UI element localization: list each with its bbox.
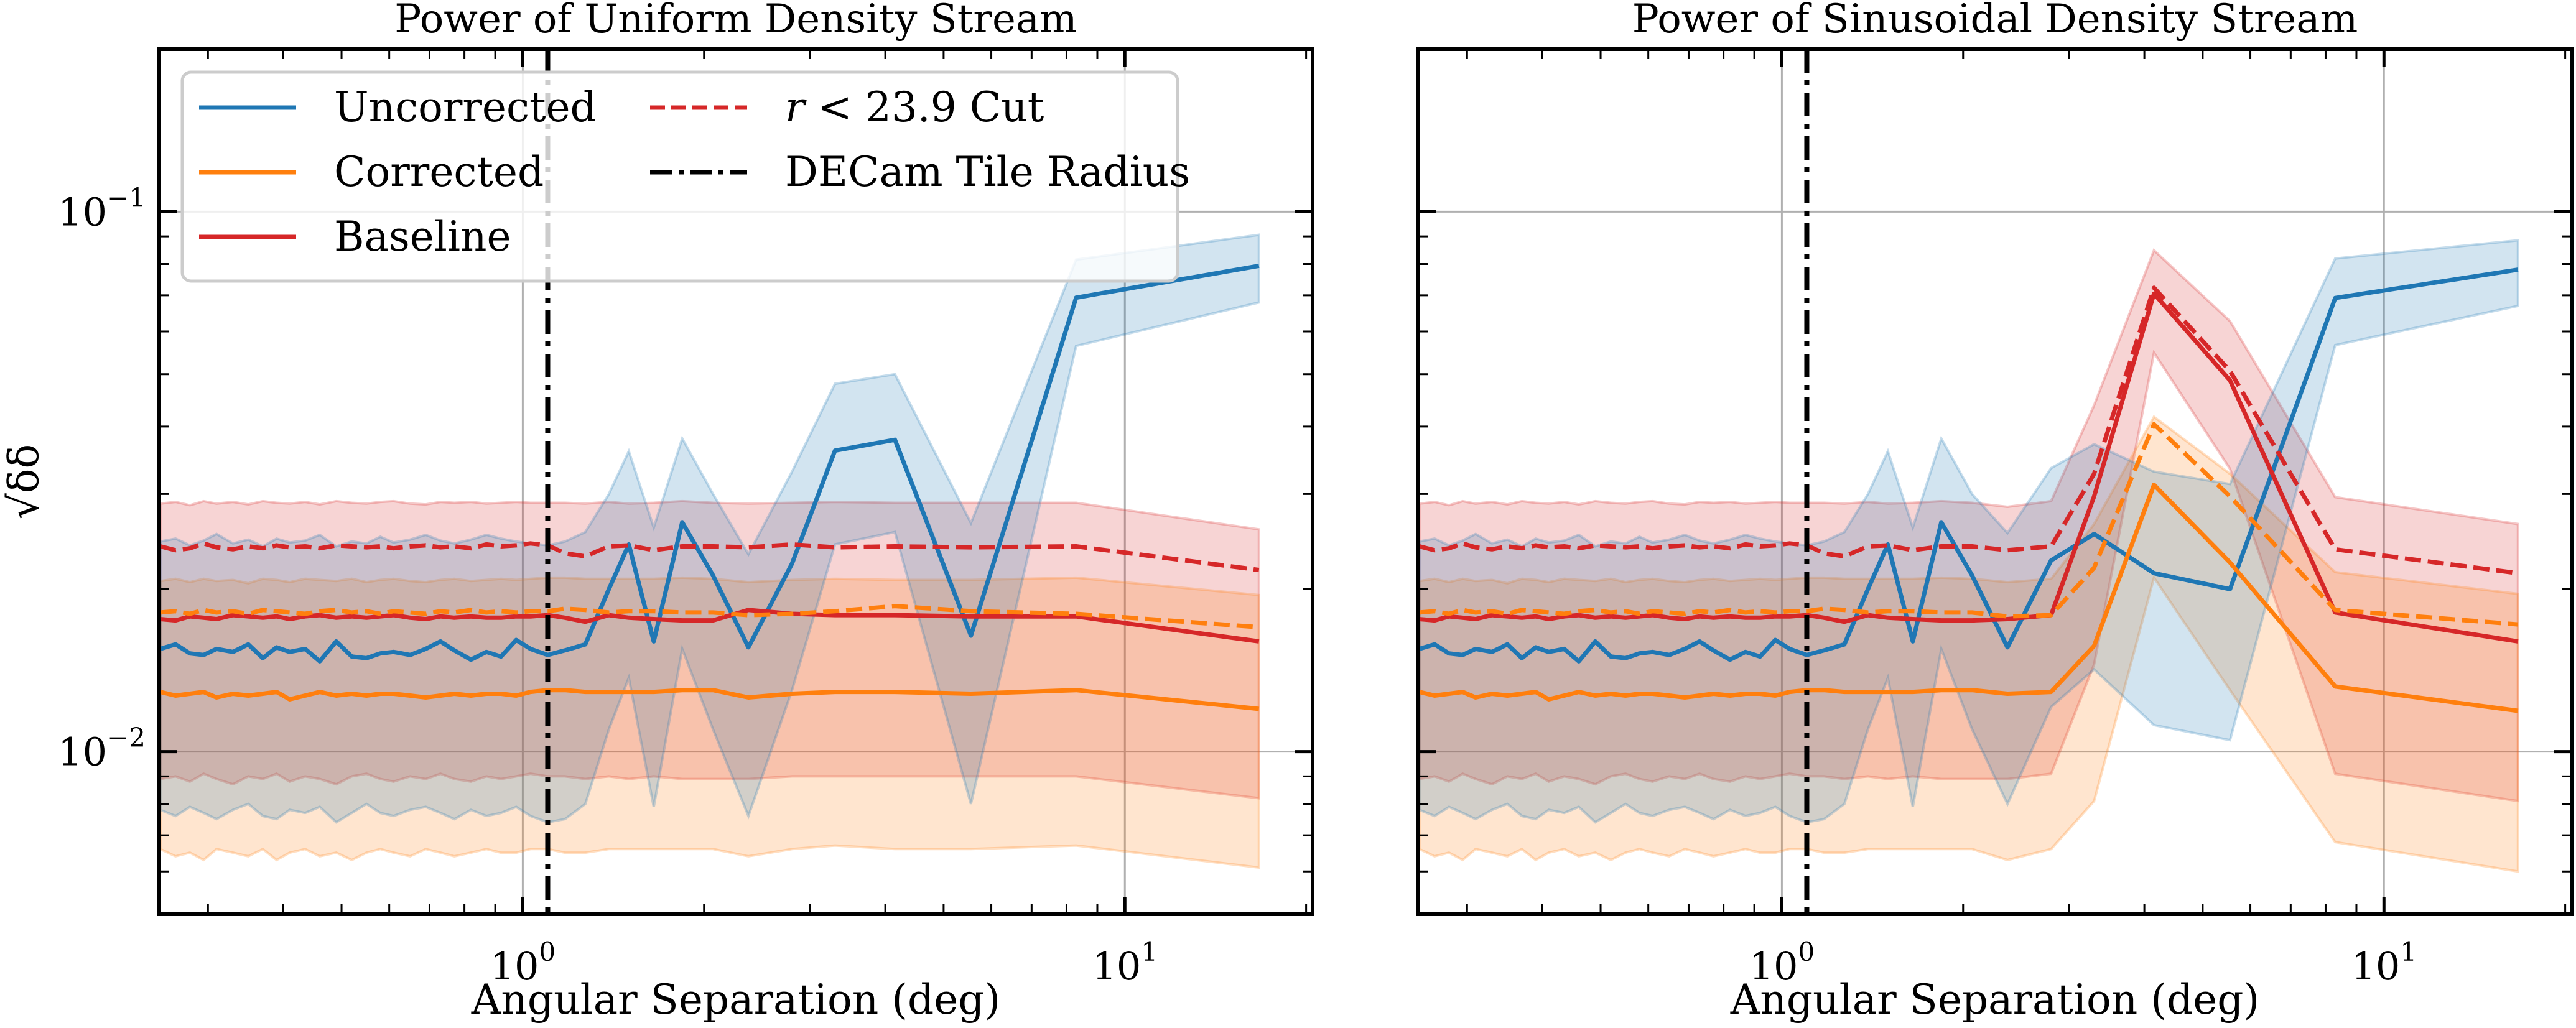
series-corrected xyxy=(1418,483,2519,713)
y-tick-label-base: 10 xyxy=(58,729,107,775)
x-tick-label-exponent: 0 xyxy=(539,937,556,967)
x-tick-label-exponent: 0 xyxy=(1798,937,1815,967)
x-tick-label-exponent: 1 xyxy=(1141,937,1158,967)
x-tick-label: 100 xyxy=(1749,937,1815,989)
series-r-23-9-cut-corrected- xyxy=(1419,422,2519,627)
band-uncorrected xyxy=(159,233,1260,824)
axes-frame xyxy=(157,47,1314,916)
chart-title: Power of Sinusoidal Density Stream xyxy=(1632,0,2358,42)
series-r-23-9-cut xyxy=(1418,285,2519,576)
series-baseline xyxy=(160,608,1260,644)
x-tick-label-base: 10 xyxy=(1092,943,1141,989)
band-baseline xyxy=(159,499,1260,800)
legend: Uncorrected Corrected Baseline r < 23.9 Cut… xyxy=(180,70,1190,283)
legend-box xyxy=(180,70,1179,283)
x-tick-label-exponent: 1 xyxy=(2400,937,2417,967)
y-tick-label: 10−1 xyxy=(58,182,146,234)
series-baseline xyxy=(1419,291,2519,644)
series-uncorrected xyxy=(159,263,1260,664)
series-r-23-9-cut-corrected- xyxy=(160,604,1260,629)
band-baseline xyxy=(1418,248,2519,803)
plot-area xyxy=(1418,49,2519,914)
x-tick-label-base: 10 xyxy=(490,943,539,989)
plot-area xyxy=(159,49,1260,914)
y-tick-label-exponent: −2 xyxy=(107,723,146,753)
x-tick-label-base: 10 xyxy=(2351,943,2400,989)
ticks xyxy=(159,48,1313,915)
legend-label-rest: < 23.9 Cut xyxy=(805,83,1044,131)
series-corrected xyxy=(159,688,1260,711)
y-axis-label: √δδ xyxy=(0,444,48,520)
legend-label: DECam Tile Radius xyxy=(785,148,1190,196)
legend-label: r < 23.9 Cut xyxy=(785,83,1044,131)
x-tick-label-base: 10 xyxy=(1749,943,1798,989)
band-uncorrected xyxy=(1418,239,2519,824)
x-axis-label: Angular Separation (deg) xyxy=(1730,976,2260,1024)
y-tick-label-base: 10 xyxy=(58,189,107,234)
ticks xyxy=(1418,48,2572,915)
band-corrected xyxy=(159,576,1260,869)
y-tick-label-exponent: −1 xyxy=(107,182,146,213)
legend-label: Corrected xyxy=(334,148,544,196)
series-uncorrected xyxy=(1418,267,2519,664)
y-tick-label: 10−2 xyxy=(58,723,146,775)
series-r-23-9-cut xyxy=(159,541,1260,572)
grid xyxy=(1418,49,2572,914)
x-tick-label: 101 xyxy=(1092,937,1158,989)
legend-label-prefix: r xyxy=(785,83,807,131)
axes-frame xyxy=(1416,47,2574,916)
x-tick-label: 101 xyxy=(2351,937,2417,989)
band-corrected xyxy=(1418,415,2519,873)
legend-label: Uncorrected xyxy=(334,83,597,131)
x-tick-label: 100 xyxy=(490,937,556,989)
x-axis-label: Angular Separation (deg) xyxy=(471,976,1001,1024)
chart-title: Power of Uniform Density Stream xyxy=(394,0,1077,42)
legend-label: Baseline xyxy=(334,213,511,261)
